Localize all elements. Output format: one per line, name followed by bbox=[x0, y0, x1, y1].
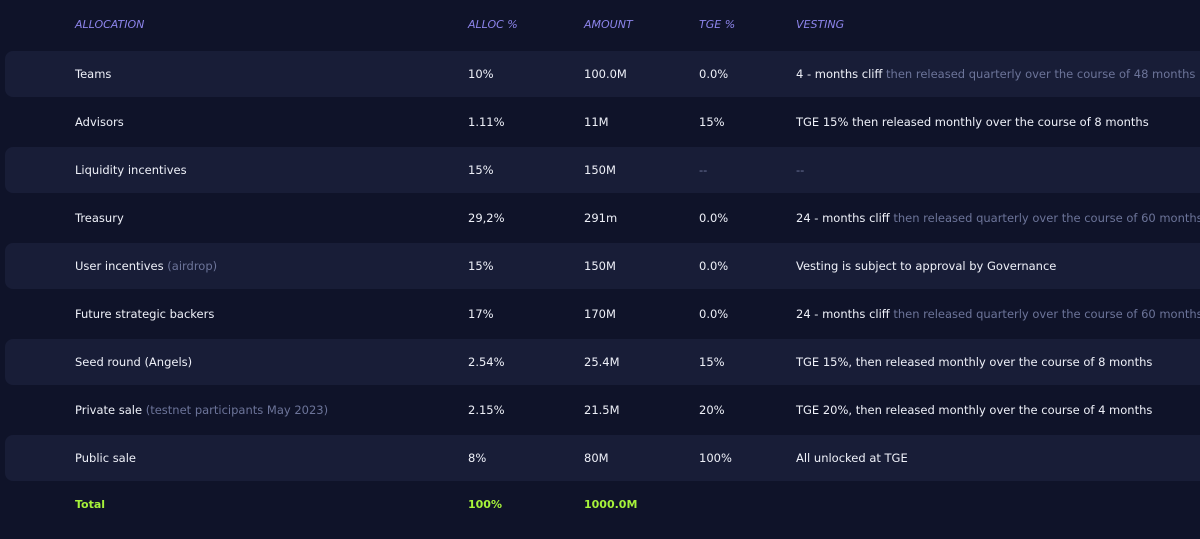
table-cell: 100% bbox=[699, 451, 732, 465]
table-cell: 15% bbox=[699, 355, 725, 369]
table-cell: Future strategic backers bbox=[75, 307, 215, 321]
total-cell: Total bbox=[75, 498, 106, 511]
column-header: ALLOC % bbox=[468, 18, 518, 31]
row-background bbox=[5, 243, 1200, 289]
row-background bbox=[5, 147, 1200, 193]
cell-text: 24 - months cliff bbox=[796, 211, 890, 225]
table-cell: 15% bbox=[699, 115, 725, 129]
table-cell: 0.0% bbox=[699, 67, 729, 81]
column-header: AMOUNT bbox=[584, 18, 633, 31]
cell-note: then released quarterly over the course … bbox=[886, 67, 1196, 81]
table-cell: User incentives (airdrop) bbox=[75, 258, 217, 274]
table-cell: Advisors bbox=[75, 115, 124, 129]
total-cell: 1000.0M bbox=[584, 498, 638, 511]
table-cell: TGE 15%, then released monthly over the … bbox=[796, 355, 1153, 369]
cell-text: Private sale bbox=[75, 403, 143, 417]
table-cell: 2.54% bbox=[468, 355, 505, 369]
table-cell: 17% bbox=[468, 307, 494, 321]
table-cell: 1.11% bbox=[468, 115, 505, 129]
cell-note: (airdrop) bbox=[167, 259, 218, 273]
table-cell: 11M bbox=[584, 115, 609, 129]
table-cell: Teams bbox=[75, 67, 112, 81]
table-cell: 4 - months cliff then released quarterly… bbox=[796, 66, 1195, 82]
table-cell: 150M bbox=[584, 163, 616, 177]
cell-note: -- bbox=[699, 163, 708, 177]
cell-note: -- bbox=[796, 163, 805, 177]
table-cell: 0.0% bbox=[699, 259, 729, 273]
table-cell: 15% bbox=[468, 259, 494, 273]
total-cell: 100% bbox=[468, 498, 502, 511]
table-cell: 0.0% bbox=[699, 307, 729, 321]
row-background bbox=[5, 435, 1200, 481]
table-cell: Public sale bbox=[75, 451, 136, 465]
cell-text: User incentives bbox=[75, 259, 164, 273]
table-cell: 80M bbox=[584, 451, 609, 465]
table-cell: 170M bbox=[584, 307, 616, 321]
table-cell: 10% bbox=[468, 67, 494, 81]
column-header: VESTING bbox=[796, 18, 845, 31]
row-background bbox=[5, 51, 1200, 97]
cell-note: then released quarterly over the course … bbox=[893, 307, 1200, 321]
table-cell: 20% bbox=[699, 403, 725, 417]
table-cell: TGE 20%, then released monthly over the … bbox=[796, 403, 1153, 417]
table-cell: -- bbox=[796, 162, 804, 178]
row-background bbox=[5, 339, 1200, 385]
table-cell: 150M bbox=[584, 259, 616, 273]
table-cell: -- bbox=[699, 162, 707, 178]
table-cell: 100.0M bbox=[584, 67, 627, 81]
table-cell: 2.15% bbox=[468, 403, 505, 417]
table-cell: Treasury bbox=[75, 211, 124, 225]
table-cell: Seed round (Angels) bbox=[75, 355, 193, 369]
table-cell: 8% bbox=[468, 451, 487, 465]
table-cell: TGE 15% then released monthly over the c… bbox=[796, 115, 1149, 129]
table-cell: Private sale (testnet participants May 2… bbox=[75, 402, 328, 418]
table-cell: 21.5M bbox=[584, 403, 620, 417]
cell-text: 4 - months cliff bbox=[796, 67, 883, 81]
table-cell: Vesting is subject to approval by Govern… bbox=[796, 259, 1057, 273]
table-cell: All unlocked at TGE bbox=[796, 451, 908, 465]
cell-note: then released quarterly over the course … bbox=[893, 211, 1200, 225]
table-cell: 25.4M bbox=[584, 355, 620, 369]
table-cell: 0.0% bbox=[699, 211, 729, 225]
table-cell: Liquidity incentives bbox=[75, 163, 187, 177]
table-cell: 29,2% bbox=[468, 211, 505, 225]
column-header: TGE % bbox=[699, 18, 736, 31]
column-header: ALLOCATION bbox=[75, 18, 145, 31]
table-cell: 24 - months cliff then released quarterl… bbox=[796, 210, 1200, 226]
table-cell: 24 - months cliff then released quarterl… bbox=[796, 306, 1200, 322]
cell-note: (testnet participants May 2023) bbox=[145, 403, 329, 417]
table-cell: 291m bbox=[584, 211, 618, 225]
table-cell: 15% bbox=[468, 163, 494, 177]
cell-text: 24 - months cliff bbox=[796, 307, 890, 321]
